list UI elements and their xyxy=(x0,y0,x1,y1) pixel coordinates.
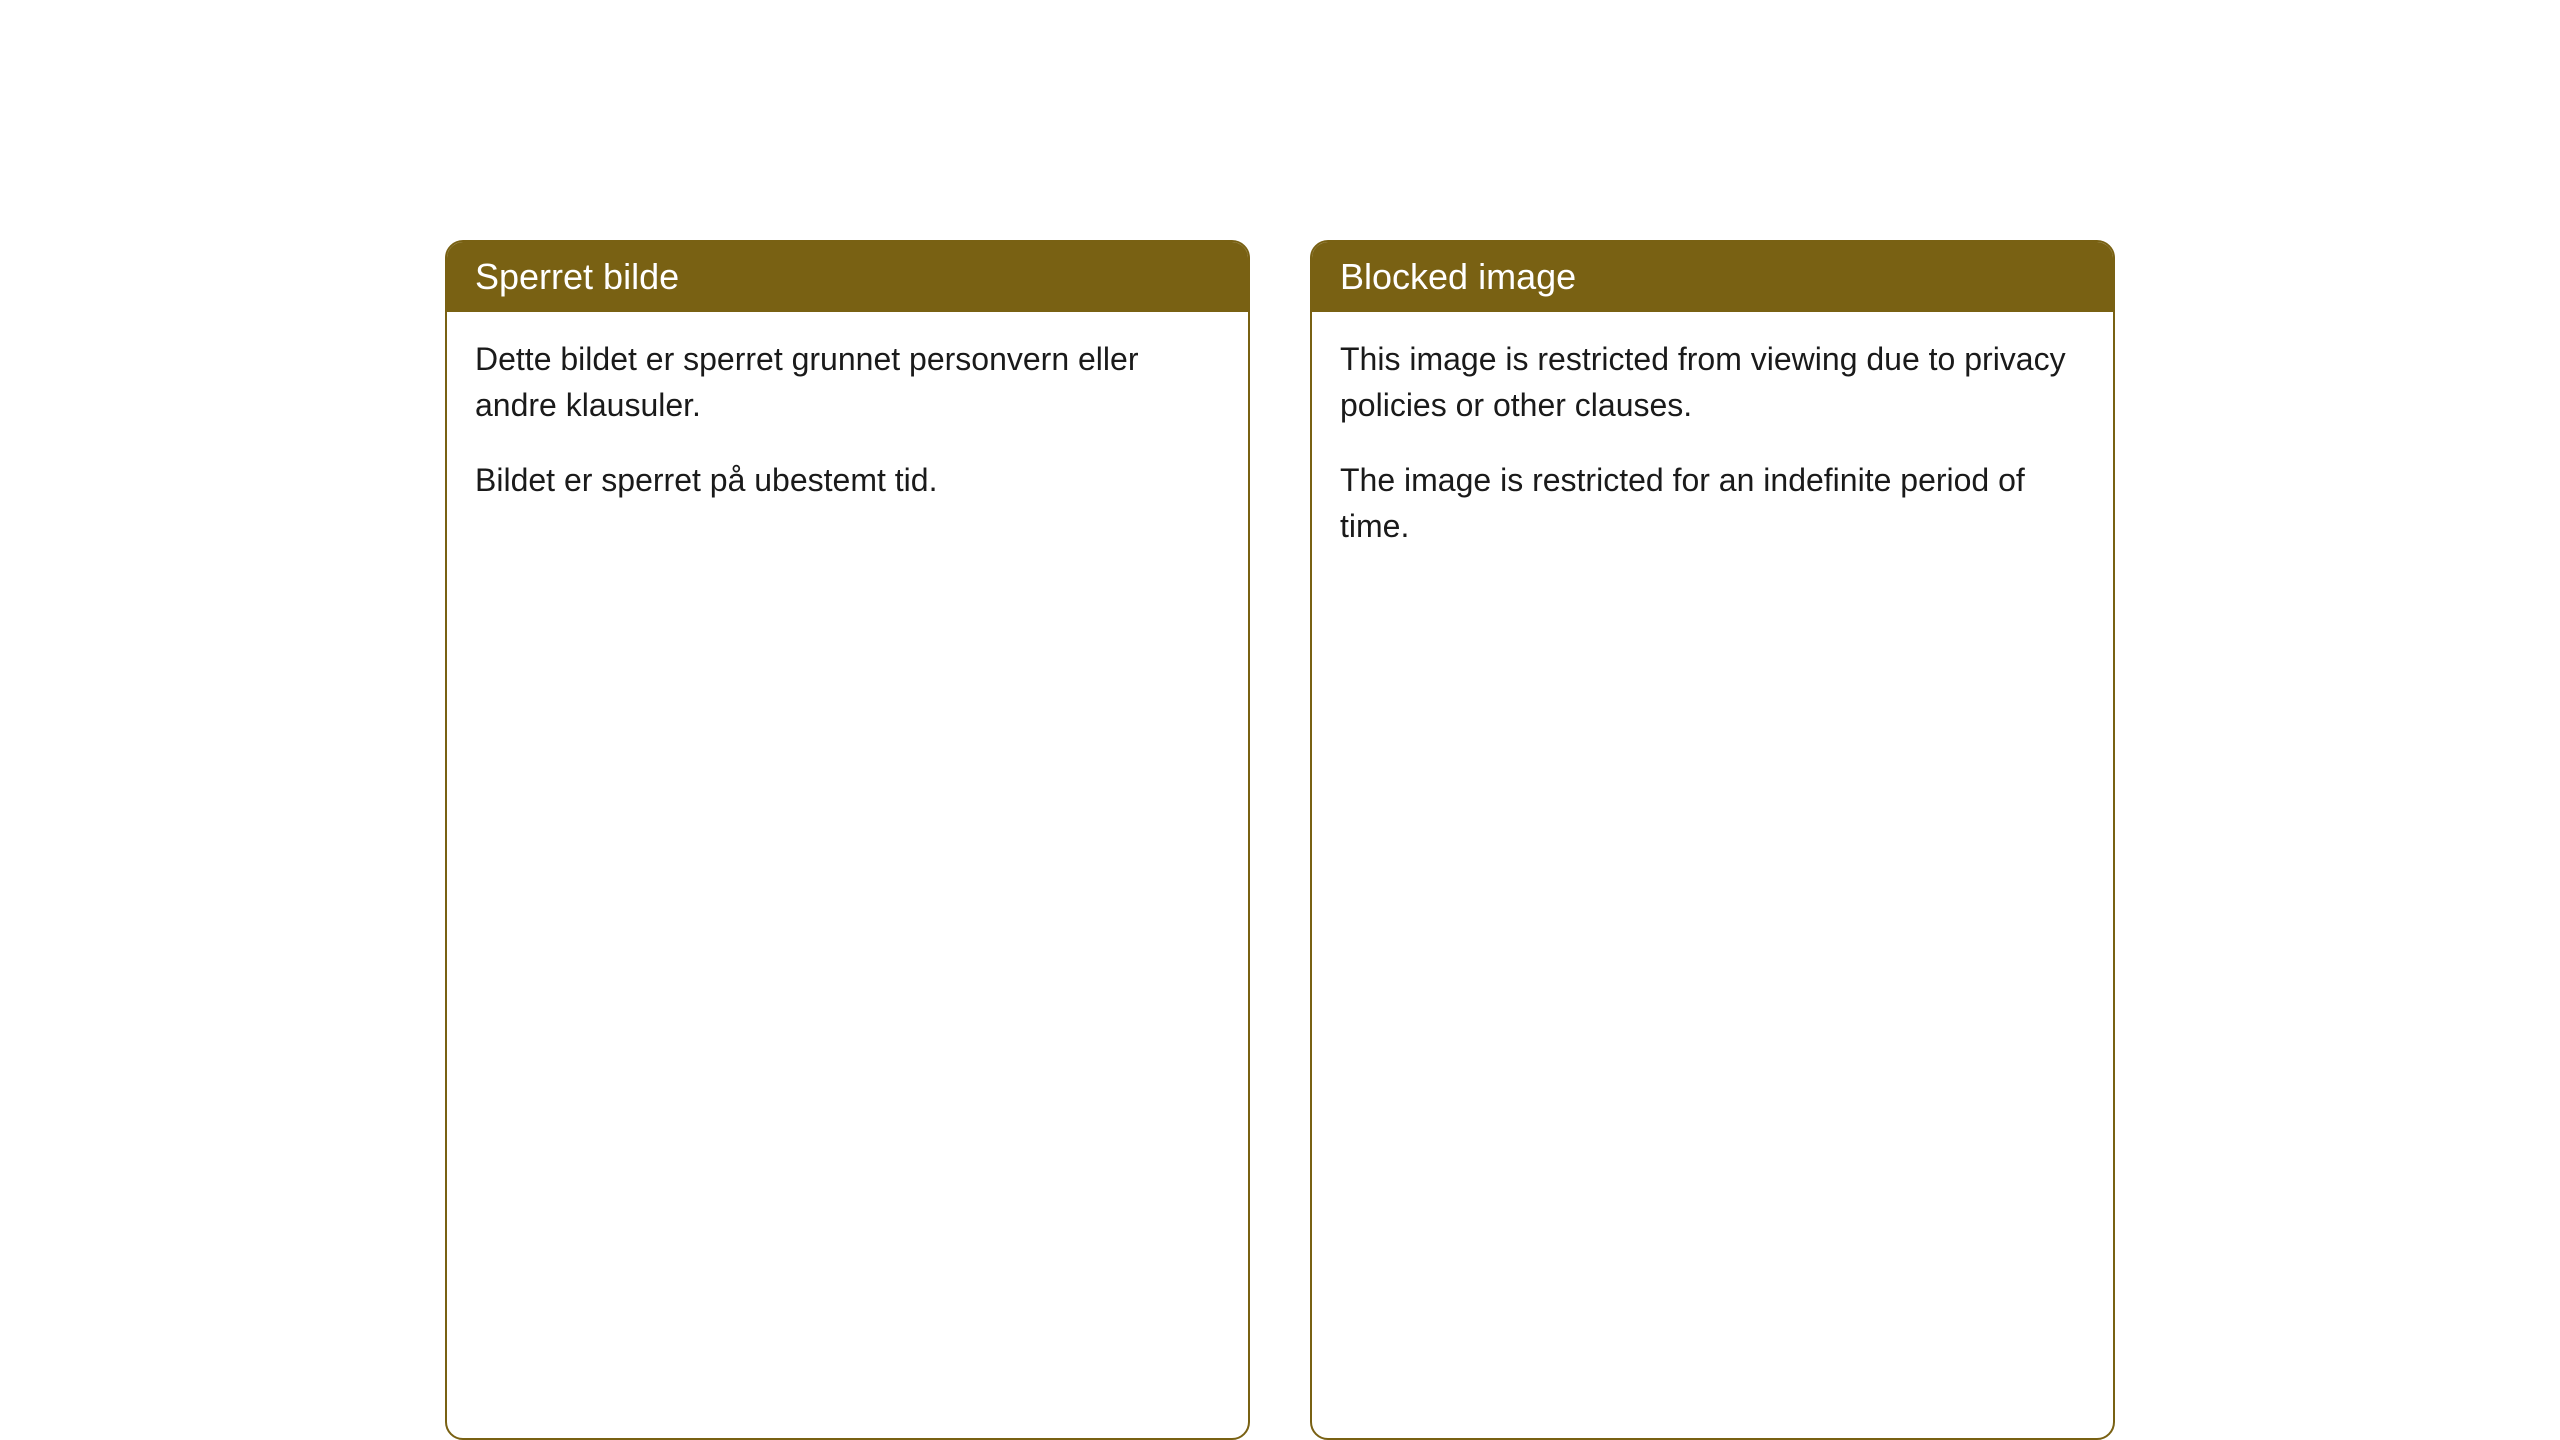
cards-container: Sperret bilde Dette bildet er sperret gr… xyxy=(445,240,2115,1440)
card-header: Sperret bilde xyxy=(447,242,1248,312)
blocked-image-card-norwegian: Sperret bilde Dette bildet er sperret gr… xyxy=(445,240,1250,1440)
card-body: Dette bildet er sperret grunnet personve… xyxy=(447,312,1248,543)
card-body: This image is restricted from viewing du… xyxy=(1312,312,2113,590)
blocked-image-card-english: Blocked image This image is restricted f… xyxy=(1310,240,2115,1440)
card-title: Blocked image xyxy=(1340,256,1576,297)
card-paragraph: Dette bildet er sperret grunnet personve… xyxy=(475,336,1220,429)
card-paragraph: The image is restricted for an indefinit… xyxy=(1340,457,2085,550)
card-paragraph: Bildet er sperret på ubestemt tid. xyxy=(475,457,1220,503)
card-paragraph: This image is restricted from viewing du… xyxy=(1340,336,2085,429)
card-header: Blocked image xyxy=(1312,242,2113,312)
card-title: Sperret bilde xyxy=(475,256,679,297)
